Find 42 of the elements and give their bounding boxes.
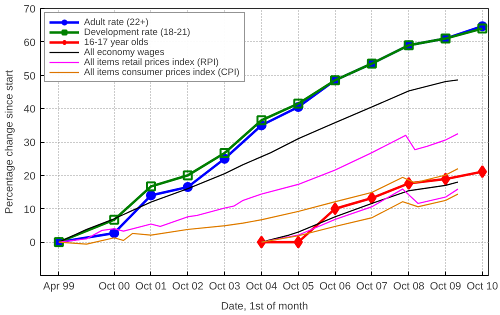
x-tick-label: Oct 02 bbox=[172, 280, 204, 292]
legend-label: All items retail prices index (RPI) bbox=[84, 57, 219, 67]
point bbox=[109, 214, 120, 225]
legend-label: All economy wages bbox=[84, 47, 164, 57]
y-tick-label: 70 bbox=[24, 4, 36, 16]
x-tick-label: Oct 05 bbox=[282, 280, 314, 292]
y-tick-label: 60 bbox=[24, 36, 36, 49]
y-tick-label: 0 bbox=[30, 237, 36, 250]
point bbox=[182, 170, 193, 180]
y-tick-label: 10 bbox=[24, 204, 36, 216]
y-tick-label: 50 bbox=[24, 70, 36, 82]
y-tick-label: 40 bbox=[24, 104, 36, 116]
legend-label: All items consumer prices index (CPI) bbox=[84, 67, 240, 77]
x-tick-label: Oct 09 bbox=[430, 280, 462, 292]
point bbox=[477, 24, 488, 34]
point bbox=[256, 115, 266, 126]
x-tick-label: Oct 06 bbox=[319, 280, 351, 292]
point bbox=[440, 172, 450, 186]
point bbox=[146, 190, 156, 200]
point bbox=[330, 202, 340, 216]
point bbox=[294, 236, 303, 249]
point bbox=[367, 192, 377, 205]
point bbox=[293, 98, 304, 109]
y-tick-label: 30 bbox=[24, 137, 36, 149]
point bbox=[256, 236, 266, 249]
x-tick-label: Apr 99 bbox=[43, 280, 75, 292]
x-tick-label: Oct 07 bbox=[356, 280, 388, 292]
point bbox=[146, 181, 156, 192]
x-tick-label: Oct 00 bbox=[98, 280, 130, 292]
y-tick-label: 20 bbox=[24, 170, 36, 182]
x-tick-label: Oct 10 bbox=[466, 280, 498, 292]
legend-label: Adult rate (22+) bbox=[84, 17, 149, 27]
point bbox=[478, 165, 488, 178]
x-axis-title: Date, 1st of month bbox=[220, 300, 308, 312]
y-axis-title: Percentage change since start bbox=[4, 70, 16, 214]
x-tick-label: Oct 04 bbox=[246, 280, 278, 292]
x-tick-label: Oct 08 bbox=[393, 280, 425, 292]
legend-label: Development rate (18-21) bbox=[84, 27, 190, 37]
x-tick-label: Oct 03 bbox=[208, 280, 240, 292]
point bbox=[220, 148, 230, 158]
x-tick-label: Oct 01 bbox=[135, 280, 167, 292]
legend-label: 16-17 year olds bbox=[84, 37, 148, 47]
